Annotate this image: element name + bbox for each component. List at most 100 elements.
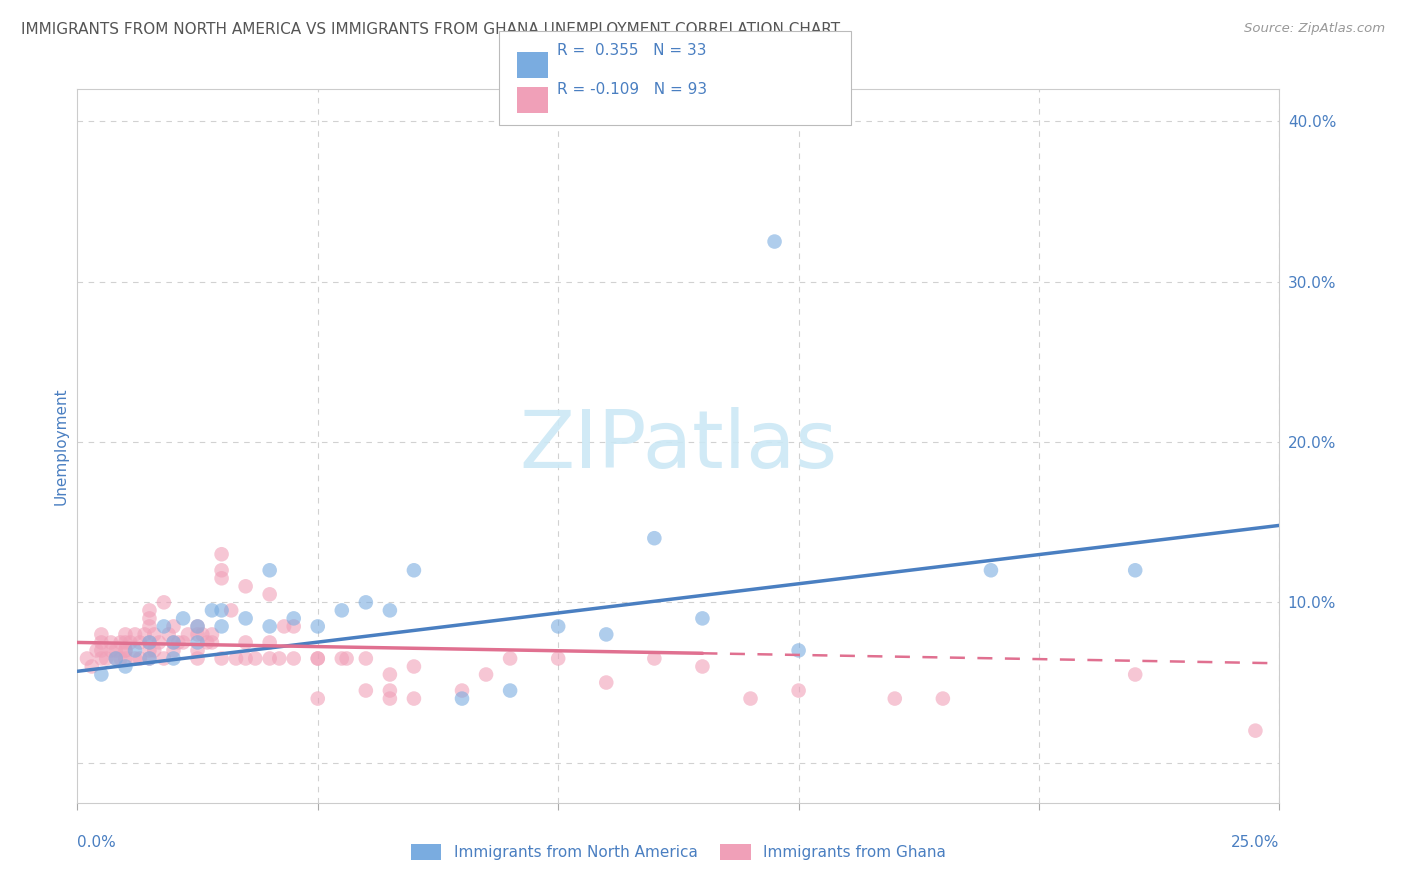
Point [90,627,112,641]
Text: R =  0.355   N = 33: R = 0.355 N = 33 [557,43,706,58]
Point [114,659,136,673]
Point [330,603,353,617]
Point [104,643,127,657]
Point [201,603,224,617]
Point [259,619,281,633]
Point [110,635,132,649]
Point [187,619,209,633]
Point [883,691,905,706]
Point [692,659,714,673]
Point [177,627,200,641]
Point [124,651,146,665]
Point [211,563,233,577]
Point [114,643,136,657]
Point [354,651,377,665]
Point [76,651,98,665]
Text: ZIPatlas: ZIPatlas [519,407,838,485]
Point [124,643,146,657]
Point [100,643,122,657]
Text: R = -0.109   N = 93: R = -0.109 N = 93 [557,82,707,97]
Point [172,635,194,649]
Point [143,643,166,657]
Point [187,627,209,641]
Point [162,643,184,657]
Point [283,619,305,633]
Point [235,579,257,593]
Point [138,651,160,665]
Point [932,691,955,706]
Point [595,627,617,641]
Point [643,531,665,545]
Point [378,683,401,698]
Point [211,603,233,617]
Point [354,683,377,698]
Text: 25.0%: 25.0% [1232,835,1279,850]
Point [90,643,112,657]
Point [114,627,136,641]
Point [283,651,305,665]
Point [451,691,474,706]
Point [128,651,150,665]
Point [138,643,160,657]
Point [211,619,233,633]
Point [187,651,209,665]
Point [547,619,569,633]
Point [787,683,810,698]
Point [259,563,281,577]
Point [787,643,810,657]
Point [307,651,329,665]
Point [191,627,214,641]
Point [138,635,160,649]
Point [547,651,569,665]
Point [235,651,257,665]
Point [110,651,132,665]
Point [120,635,142,649]
Point [128,635,150,649]
Point [153,595,176,609]
Point [134,627,156,641]
Point [138,619,160,633]
Point [114,635,136,649]
Point [138,635,160,649]
Point [402,659,425,673]
Point [172,611,194,625]
Text: 0.0%: 0.0% [77,835,117,850]
Point [235,611,257,625]
Point [740,691,762,706]
Point [273,619,295,633]
Point [211,571,233,585]
Point [378,667,401,681]
Text: Source: ZipAtlas.com: Source: ZipAtlas.com [1244,22,1385,36]
Point [100,635,122,649]
Point [378,603,401,617]
Point [307,651,329,665]
Point [104,651,127,665]
Point [153,651,176,665]
Point [167,635,190,649]
Point [80,659,103,673]
Point [86,643,108,657]
Point [235,635,257,649]
Point [96,651,118,665]
Point [283,611,305,625]
Point [187,635,209,649]
Point [475,667,498,681]
Y-axis label: Unemployment: Unemployment [53,387,69,505]
Point [162,635,184,649]
Point [211,651,233,665]
Point [402,691,425,706]
Point [378,691,401,706]
Point [114,651,136,665]
Point [162,619,184,633]
Point [114,643,136,657]
Point [211,547,233,561]
Point [980,563,1002,577]
Point [201,627,224,641]
Point [451,683,474,698]
Point [143,627,166,641]
Point [499,683,522,698]
Point [201,635,224,649]
Point [259,651,281,665]
Text: IMMIGRANTS FROM NORTH AMERICA VS IMMIGRANTS FROM GHANA UNEMPLOYMENT CORRELATION : IMMIGRANTS FROM NORTH AMERICA VS IMMIGRA… [21,22,841,37]
Point [124,627,146,641]
